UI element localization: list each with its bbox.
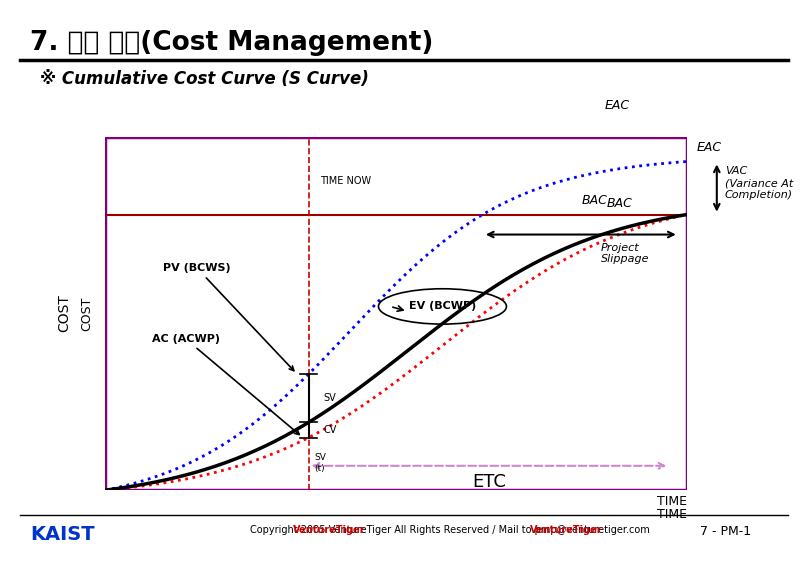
Text: EV (BCWP): EV (BCWP) bbox=[409, 302, 476, 311]
Text: TIME: TIME bbox=[657, 508, 687, 521]
Text: ※ Cumulative Cost Curve (S Curve): ※ Cumulative Cost Curve (S Curve) bbox=[40, 70, 369, 88]
Text: EAC: EAC bbox=[604, 99, 629, 112]
Text: Copyright 2005 VentureTiger All Rights Reserved / Mail to pmp@venturetiger.com: Copyright 2005 VentureTiger All Rights R… bbox=[250, 525, 650, 535]
Text: BAC: BAC bbox=[582, 194, 608, 207]
Text: VentureTiger: VentureTiger bbox=[530, 525, 603, 535]
Text: VAC
(Variance At
Completion): VAC (Variance At Completion) bbox=[725, 166, 793, 200]
Text: TIME NOW: TIME NOW bbox=[320, 176, 372, 186]
Text: BAC: BAC bbox=[607, 197, 633, 210]
Text: PV (BCWS): PV (BCWS) bbox=[163, 263, 294, 370]
Text: 7. 원가 관리(Cost Management): 7. 원가 관리(Cost Management) bbox=[30, 30, 433, 56]
Text: COST: COST bbox=[81, 296, 94, 331]
Text: COST: COST bbox=[57, 295, 71, 332]
Text: 7 - PM-1: 7 - PM-1 bbox=[700, 525, 751, 538]
Text: Project
Slippage: Project Slippage bbox=[601, 243, 650, 264]
Text: CV: CV bbox=[323, 425, 337, 435]
Text: AC (ACWP): AC (ACWP) bbox=[152, 334, 299, 434]
Text: VentureTiger: VentureTiger bbox=[293, 525, 365, 535]
Text: EAC: EAC bbox=[696, 141, 722, 153]
Text: SV
(t): SV (t) bbox=[314, 453, 326, 473]
Text: KAIST: KAIST bbox=[30, 525, 95, 544]
Text: SV: SV bbox=[323, 393, 336, 403]
Text: TIME: TIME bbox=[657, 495, 687, 508]
Text: ETC: ETC bbox=[472, 473, 506, 491]
